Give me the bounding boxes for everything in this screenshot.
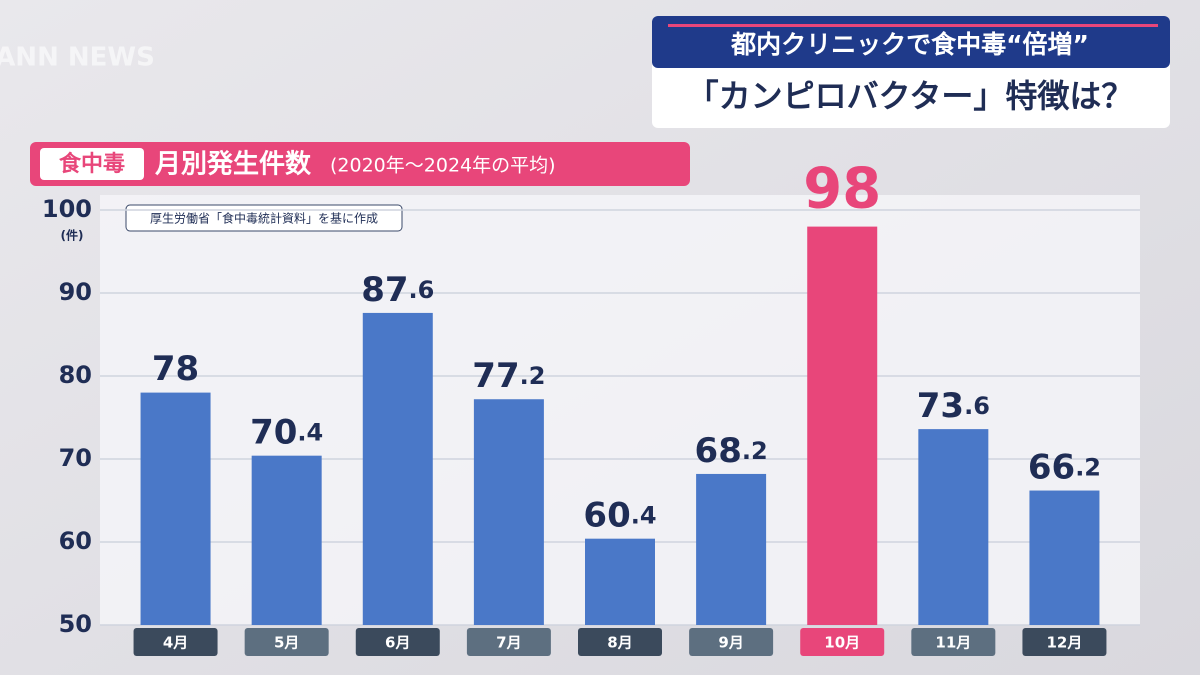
source-box — [125, 204, 403, 232]
x-tick-label: 5月 — [274, 634, 299, 652]
x-tick-label: 9月 — [718, 634, 743, 652]
x-tick-label: 4月 — [163, 634, 188, 652]
value-label: 87.6 — [361, 269, 434, 309]
header-accent — [668, 24, 1158, 27]
chart-title: 月別発生件数 — [154, 150, 312, 180]
y-tick-label: 70 — [59, 444, 92, 472]
value-label: 78 — [152, 349, 199, 389]
bar — [585, 538, 655, 625]
x-label-box — [133, 628, 218, 656]
value-label: 68.2 — [695, 430, 768, 470]
value-label: 77.2 — [472, 356, 545, 396]
y-tick-label: 100 — [42, 195, 92, 223]
x-label-box — [244, 628, 329, 656]
y-tick-label: 50 — [59, 610, 92, 638]
value-label: 73.6 — [917, 386, 990, 426]
y-tick-label: 80 — [59, 361, 92, 389]
value-label: 98 — [803, 157, 881, 222]
x-label-box — [355, 628, 440, 656]
x-tick-label: 7月 — [496, 634, 521, 652]
y-tick-label: 90 — [59, 278, 92, 306]
value-label: 66.2 — [1028, 447, 1101, 487]
y-unit: (件) — [61, 228, 84, 243]
tag-box — [40, 148, 144, 180]
x-label-box — [800, 628, 885, 656]
y-tick-label: 60 — [59, 527, 92, 555]
bar — [918, 429, 989, 625]
value-label: 60.4 — [583, 495, 656, 535]
header-band — [652, 16, 1170, 68]
bar — [473, 399, 544, 625]
x-label-box — [911, 628, 996, 656]
logo: ANN NEWS — [0, 43, 155, 73]
bar — [362, 312, 433, 625]
x-tick-label: 12月 — [1047, 634, 1083, 652]
bar — [696, 473, 767, 625]
bar — [807, 226, 878, 625]
chart-subtitle: (2020年～2024年の平均) — [330, 155, 556, 177]
header-line1: 都内クリニックで食中毒“倍増” — [730, 30, 1089, 59]
title-box — [30, 142, 690, 186]
source: 厚生労働省「食中毒統計資料」を基に作成 — [150, 211, 378, 226]
tag: 食中毒 — [59, 151, 125, 177]
header-line2: 「カンピロバクター」特徴は？ — [687, 77, 1134, 115]
x-tick-label: 6月 — [385, 634, 410, 652]
bar — [1029, 490, 1100, 625]
x-label-box — [578, 628, 662, 656]
x-label-box — [466, 628, 551, 656]
bar — [251, 455, 322, 625]
value-label: 70.4 — [250, 412, 323, 452]
x-tick-label: 11月 — [935, 634, 971, 652]
x-tick-label: 8月 — [607, 634, 632, 652]
bar — [140, 392, 211, 625]
x-label-box — [689, 628, 774, 656]
x-label-box — [1022, 628, 1107, 656]
x-tick-label: 10月 — [824, 634, 860, 652]
